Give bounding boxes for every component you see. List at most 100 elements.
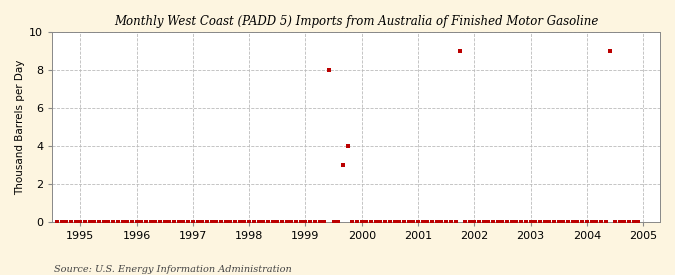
Point	[211, 219, 222, 224]
Point	[605, 49, 616, 53]
Point	[56, 219, 67, 224]
Point	[487, 219, 498, 224]
Title: Monthly West Coast (PADD 5) Imports from Australia of Finished Motor Gasoline: Monthly West Coast (PADD 5) Imports from…	[114, 15, 598, 28]
Point	[539, 219, 550, 224]
Point	[412, 219, 423, 224]
Point	[380, 219, 391, 224]
Point	[281, 219, 292, 224]
Point	[173, 219, 184, 224]
Point	[155, 219, 165, 224]
Point	[333, 219, 344, 224]
Point	[230, 219, 240, 224]
Point	[80, 219, 90, 224]
Point	[520, 219, 531, 224]
Point	[619, 219, 630, 224]
Point	[530, 219, 541, 224]
Point	[554, 219, 564, 224]
Point	[338, 163, 348, 167]
Point	[286, 219, 297, 224]
Point	[117, 219, 128, 224]
Point	[371, 219, 381, 224]
Point	[131, 219, 142, 224]
Point	[591, 219, 601, 224]
Point	[136, 219, 146, 224]
Point	[99, 219, 109, 224]
Point	[304, 219, 315, 224]
Point	[572, 219, 583, 224]
Point	[624, 219, 634, 224]
Point	[263, 219, 273, 224]
Text: Source: U.S. Energy Information Administration: Source: U.S. Energy Information Administ…	[54, 265, 292, 274]
Point	[225, 219, 236, 224]
Point	[610, 219, 620, 224]
Point	[215, 219, 226, 224]
Point	[267, 219, 278, 224]
Point	[323, 68, 334, 72]
Point	[506, 219, 517, 224]
Point	[150, 219, 161, 224]
Point	[258, 219, 269, 224]
Point	[446, 219, 456, 224]
Point	[375, 219, 386, 224]
Point	[248, 219, 259, 224]
Point	[272, 219, 283, 224]
Point	[140, 219, 151, 224]
Point	[89, 219, 100, 224]
Point	[145, 219, 156, 224]
Point	[516, 219, 526, 224]
Point	[366, 219, 377, 224]
Point	[544, 219, 555, 224]
Point	[178, 219, 189, 224]
Point	[314, 219, 325, 224]
Point	[164, 219, 175, 224]
Point	[347, 219, 358, 224]
Point	[460, 219, 470, 224]
Point	[497, 219, 508, 224]
Point	[51, 219, 62, 224]
Point	[192, 219, 203, 224]
Point	[422, 219, 433, 224]
Point	[159, 219, 170, 224]
Point	[431, 219, 442, 224]
Point	[441, 219, 452, 224]
Point	[244, 219, 254, 224]
Point	[65, 219, 76, 224]
Point	[492, 219, 503, 224]
Point	[75, 219, 86, 224]
Point	[549, 219, 560, 224]
Point	[84, 219, 95, 224]
Point	[479, 219, 489, 224]
Point	[113, 219, 124, 224]
Point	[427, 219, 437, 224]
Point	[502, 219, 512, 224]
Point	[296, 219, 306, 224]
Point	[291, 219, 302, 224]
Point	[108, 219, 119, 224]
Point	[207, 219, 217, 224]
Point	[614, 219, 625, 224]
Point	[558, 219, 569, 224]
Point	[464, 219, 475, 224]
Point	[408, 219, 418, 224]
Point	[581, 219, 592, 224]
Point	[328, 219, 339, 224]
Point	[417, 219, 428, 224]
Point	[169, 219, 180, 224]
Point	[61, 219, 72, 224]
Point	[220, 219, 231, 224]
Point	[389, 219, 400, 224]
Point	[183, 219, 194, 224]
Point	[511, 219, 522, 224]
Point	[483, 219, 493, 224]
Y-axis label: Thousand Barrels per Day: Thousand Barrels per Day	[15, 59, 25, 194]
Point	[300, 219, 311, 224]
Point	[352, 219, 362, 224]
Point	[398, 219, 409, 224]
Point	[535, 219, 545, 224]
Point	[385, 219, 396, 224]
Point	[525, 219, 536, 224]
Point	[576, 219, 587, 224]
Point	[633, 219, 644, 224]
Point	[342, 144, 353, 148]
Point	[595, 219, 606, 224]
